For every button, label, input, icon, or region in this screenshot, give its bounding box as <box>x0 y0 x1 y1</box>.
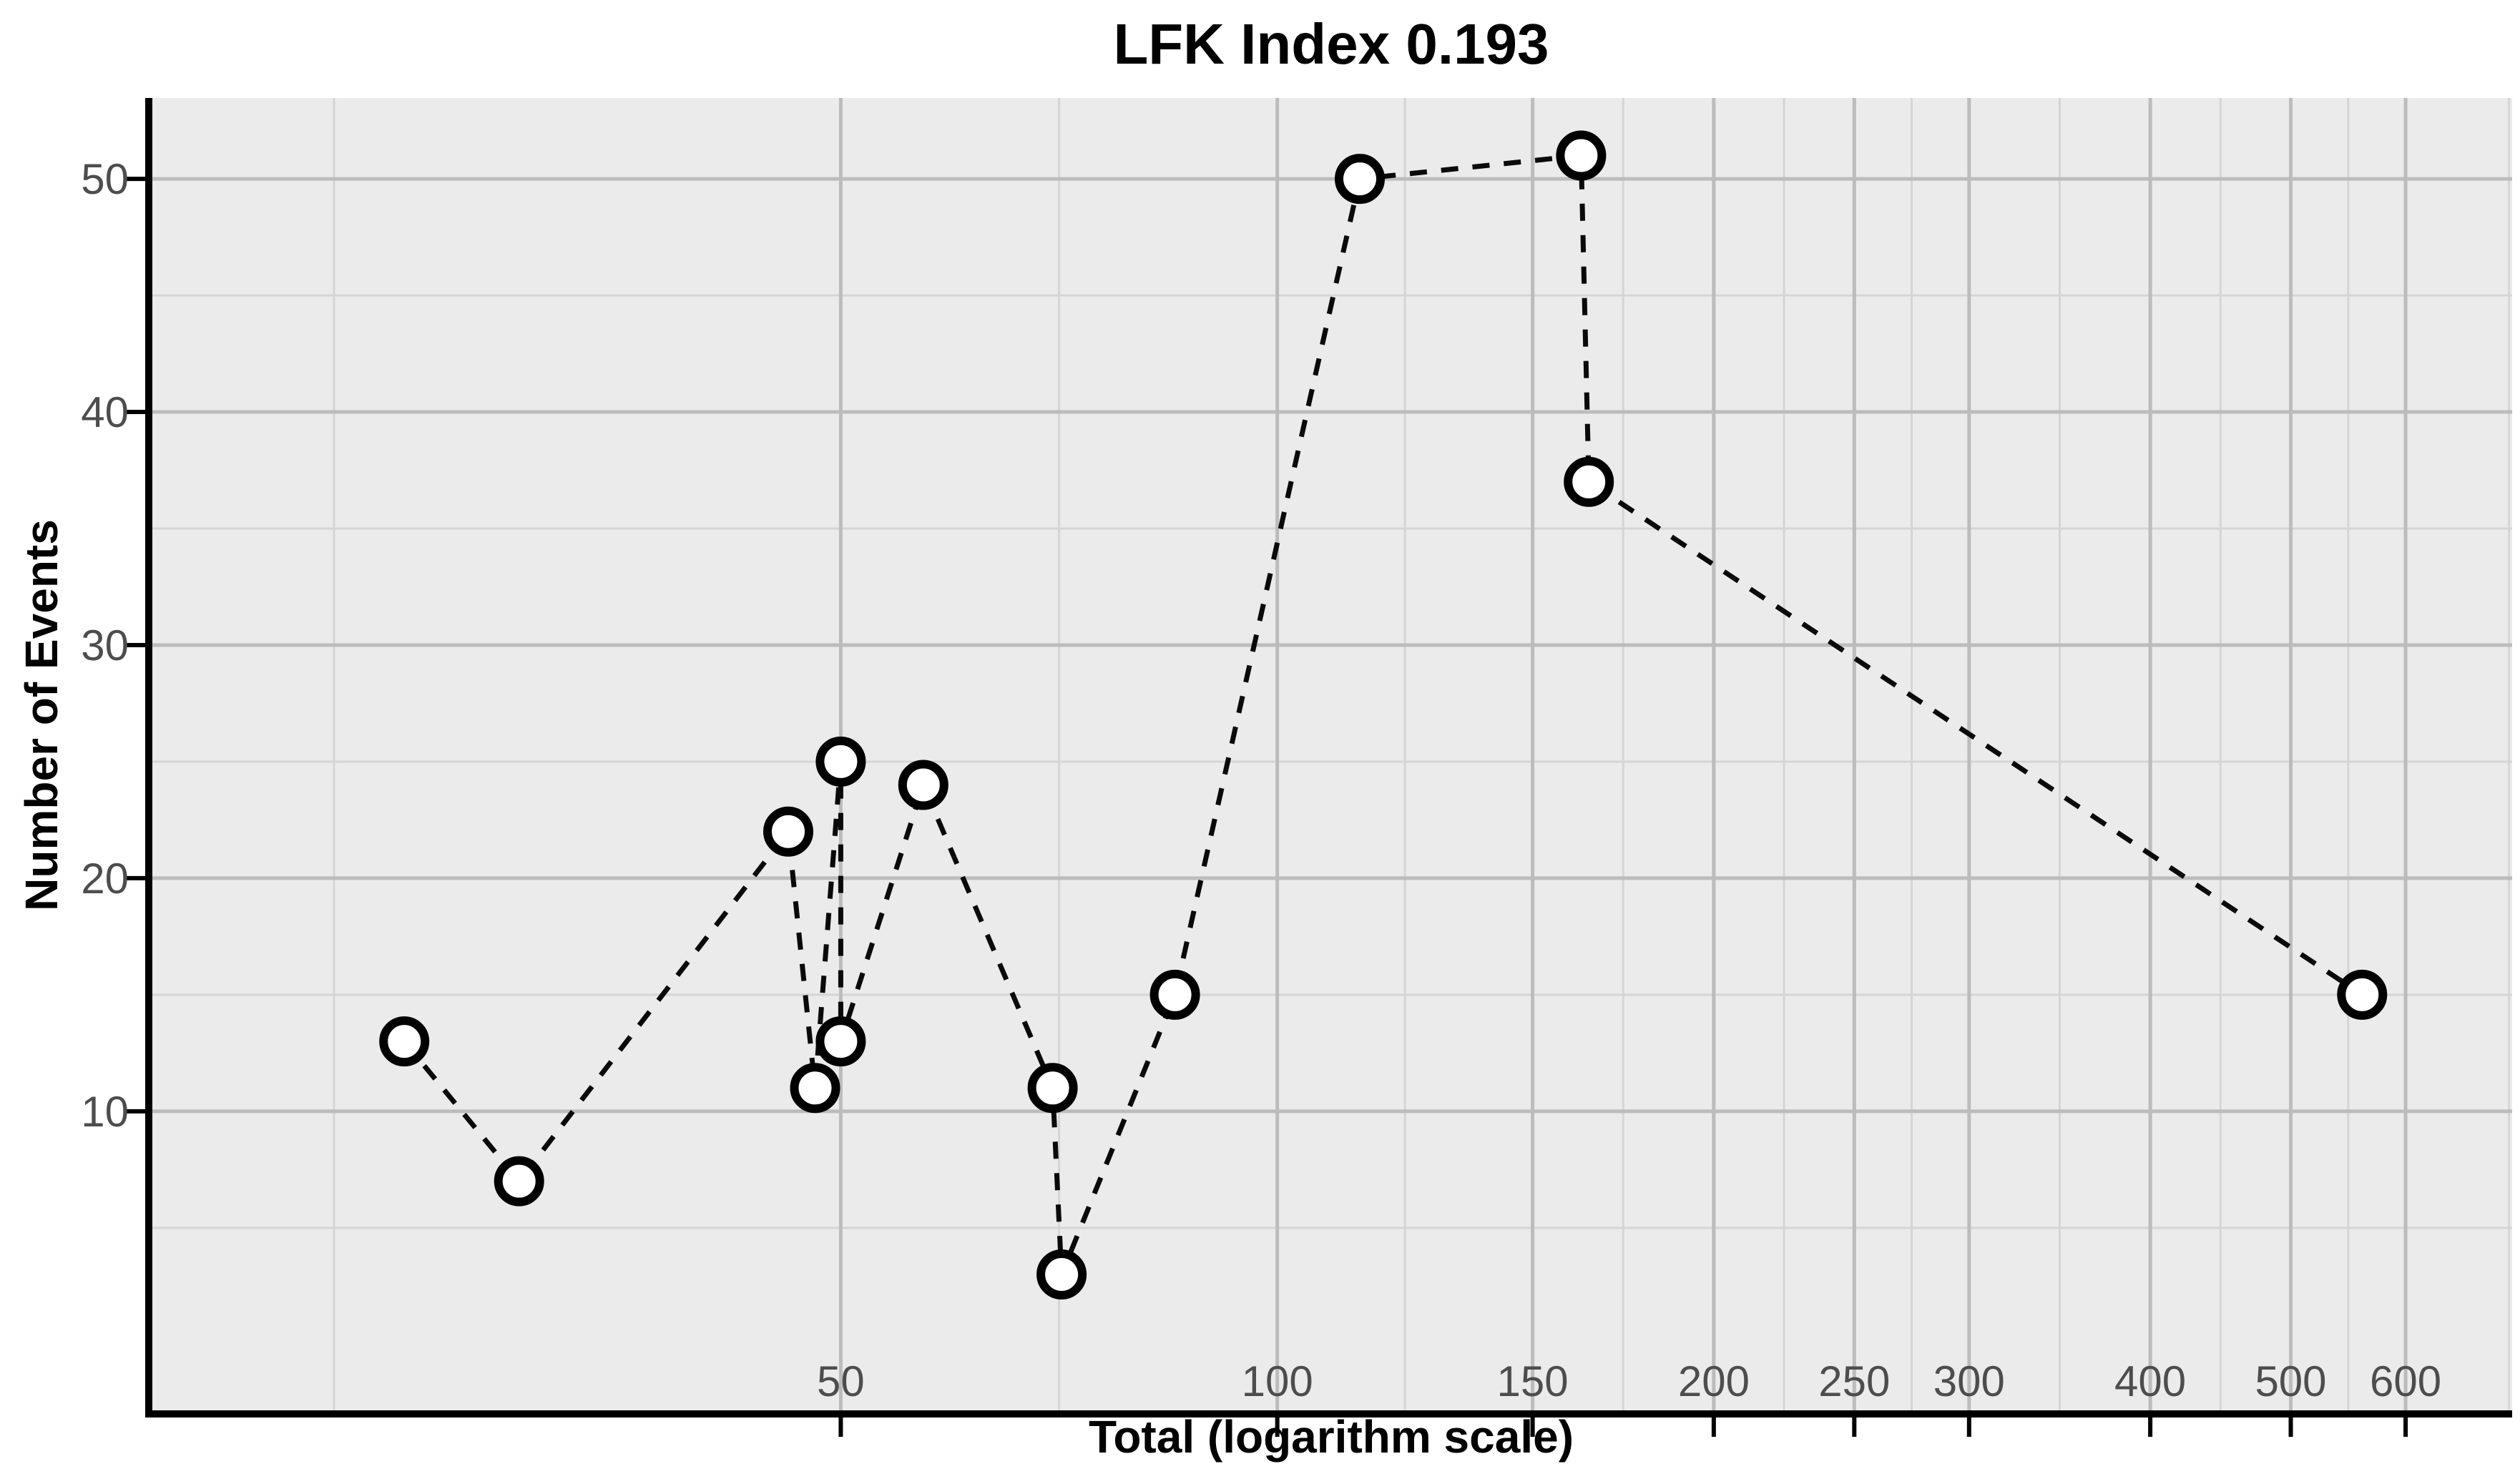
x-tick-label: 50 <box>817 1357 865 1405</box>
data-point <box>2337 969 2388 1020</box>
data-point <box>790 1063 840 1114</box>
data-point <box>1036 1249 1087 1299</box>
y-tick-label: 20 <box>81 855 129 903</box>
data-line <box>402 152 2364 1276</box>
y-tick-label: 40 <box>81 388 129 436</box>
y-tick-label: 50 <box>81 155 129 203</box>
x-tick-label: 400 <box>2114 1357 2186 1405</box>
data-point <box>1027 1063 1078 1114</box>
data-point <box>1149 969 1200 1020</box>
x-tick-label: 250 <box>1818 1357 1890 1405</box>
plot-panel <box>150 98 2512 1411</box>
data-point <box>1564 456 1614 507</box>
y-axis-title: Number of Events <box>16 519 67 911</box>
data-point <box>379 1016 430 1067</box>
x-tick-label: 200 <box>1678 1357 1750 1405</box>
x-tick-label: 150 <box>1497 1357 1569 1405</box>
x-axis-title: Total (logarithm scale) <box>1088 1411 1574 1463</box>
x-tick-label: 500 <box>2255 1357 2326 1405</box>
y-tick-label: 30 <box>81 621 129 669</box>
x-tick-label: 300 <box>1933 1357 2005 1405</box>
data-point <box>1556 130 1607 181</box>
data-point <box>815 736 866 787</box>
y-tick-label: 10 <box>81 1088 129 1136</box>
data-point <box>815 1016 866 1067</box>
x-tick-label: 100 <box>1242 1357 1313 1405</box>
data-point <box>494 1156 544 1207</box>
chart-title: LFK Index 0.193 <box>1113 12 1549 76</box>
data-point <box>763 806 813 857</box>
data-point <box>1335 154 1385 205</box>
data-point <box>898 760 948 810</box>
x-tick-label: 600 <box>2370 1357 2441 1405</box>
